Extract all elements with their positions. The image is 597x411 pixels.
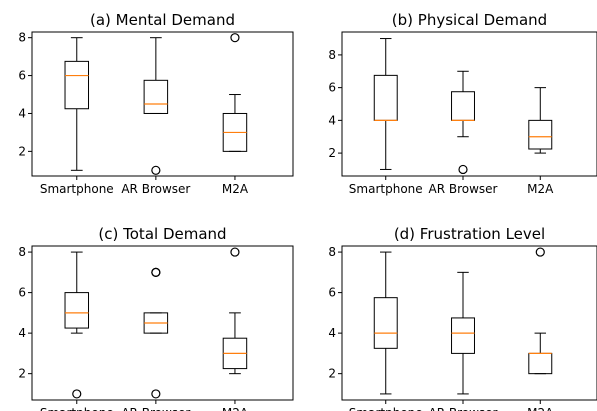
x-tick-label: M2A [527, 182, 554, 196]
box-ar-browser [143, 37, 169, 175]
y-tick-label: 4 [18, 326, 26, 340]
y-tick-label: 8 [18, 245, 26, 259]
x-tick-label: Smartphone [349, 182, 423, 196]
box-ar-browser [451, 271, 475, 395]
box-ar-browser [451, 70, 475, 175]
subplot-4: (d) Frustration Level 2 4 6 8 Smartphone AR Br… [328, 225, 597, 411]
iqr-box [143, 79, 169, 114]
subplot-title: (a) Mental Demand [90, 11, 235, 29]
y-tick-label: 6 [328, 286, 336, 300]
outlier-point [230, 247, 240, 257]
axes-frame [31, 31, 294, 177]
iqr-box [373, 297, 398, 349]
iqr-box [528, 119, 553, 150]
x-tick-label: Smartphone [349, 406, 423, 411]
outlier-point [151, 165, 161, 175]
y-tick-label: 6 [328, 81, 336, 95]
box-smartphone [373, 38, 398, 170]
x-tick-label: M2A [222, 182, 249, 196]
y-tick-label: 8 [328, 48, 336, 62]
subplot-title: (b) Physical Demand [392, 11, 547, 29]
outlier-point [458, 164, 468, 175]
x-tick-label: AR Browser [121, 182, 190, 196]
axes-frame [341, 245, 597, 401]
box-m2a [528, 247, 553, 375]
iqr-box [64, 60, 90, 110]
box-m2a [528, 87, 553, 154]
x-tick-label: AR Browser [429, 182, 498, 196]
outlier-point [151, 389, 161, 399]
outlier-point [72, 389, 82, 399]
x-tick-label: AR Browser [121, 406, 190, 411]
iqr-box [373, 74, 398, 121]
y-tick-label: 2 [328, 367, 336, 381]
y-tick-label: 4 [328, 326, 336, 340]
y-tick-label: 2 [328, 146, 336, 160]
box-smartphone [64, 251, 90, 399]
x-tick-label: Smartphone [40, 406, 114, 411]
iqr-box [451, 317, 475, 354]
y-tick-label: 8 [18, 31, 26, 45]
outlier-point [230, 33, 240, 43]
box-smartphone [64, 37, 90, 171]
y-tick-label: 2 [18, 144, 26, 158]
x-tick-label: M2A [527, 406, 554, 411]
subplot-2: (b) Physical Demand 2 4 6 8 Smartphone AR Brow… [328, 11, 597, 196]
x-tick-label: M2A [222, 406, 249, 411]
x-tick-label: Smartphone [40, 182, 114, 196]
y-tick-label: 4 [328, 113, 336, 127]
subplot-1: (a) Mental Demand 2 4 6 8 Smartphone AR Browse… [18, 11, 294, 196]
iqr-box [64, 292, 90, 329]
y-tick-label: 4 [18, 106, 26, 120]
axes-frame [341, 31, 597, 177]
iqr-box [451, 91, 475, 121]
outlier-point [151, 267, 161, 277]
box-smartphone [373, 251, 398, 395]
x-tick-label: AR Browser [429, 406, 498, 411]
y-tick-label: 8 [328, 245, 336, 259]
subplot-title: (c) Total Demand [98, 225, 226, 243]
box-m2a [222, 33, 248, 152]
box-m2a [222, 247, 248, 375]
outlier-point [535, 247, 545, 257]
y-tick-label: 6 [18, 286, 26, 300]
subplot-title: (d) Frustration Level [394, 225, 545, 243]
axes-frame [31, 245, 294, 401]
box-ar-browser [143, 267, 169, 399]
iqr-box [528, 352, 553, 375]
y-tick-label: 6 [18, 69, 26, 83]
y-tick-label: 2 [18, 367, 26, 381]
subplot-3: (c) Total Demand 2 4 6 8 Smartphone AR Browser… [18, 225, 294, 411]
